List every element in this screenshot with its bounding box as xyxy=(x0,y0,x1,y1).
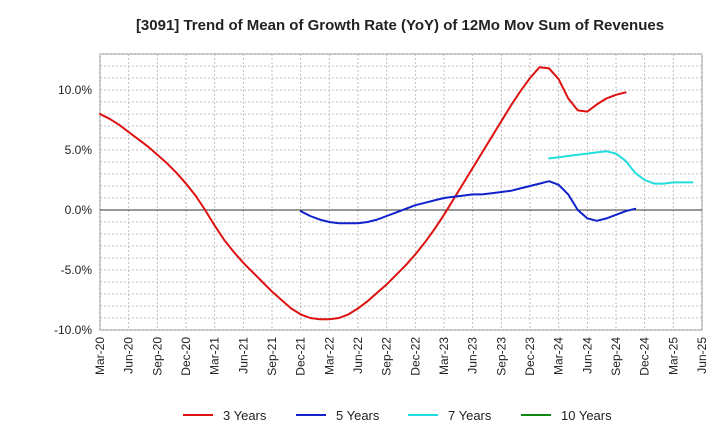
x-tick-label: Jun-25 xyxy=(695,337,709,374)
x-tick-label: Mar-25 xyxy=(666,337,680,375)
legend-label-5-years: 5 Years xyxy=(336,408,380,423)
y-tick-label: -5.0% xyxy=(61,263,93,277)
x-tick-label: Mar-24 xyxy=(552,337,566,375)
x-tick-label: Mar-21 xyxy=(208,337,222,375)
x-tick-label: Jun-24 xyxy=(580,337,594,374)
y-tick-label: 5.0% xyxy=(65,143,93,157)
x-tick-label: Mar-23 xyxy=(437,337,451,375)
series-line-5-years xyxy=(299,180,637,225)
x-tick-label: Dec-23 xyxy=(523,337,537,376)
grid xyxy=(99,53,703,331)
legend: 3 Years 5 Years 7 Years 10 Years xyxy=(183,408,612,423)
x-tick-label: Jun-21 xyxy=(236,337,250,374)
plot-area xyxy=(99,53,703,331)
x-tick-label: Dec-24 xyxy=(638,337,652,376)
x-tick-label: Jun-22 xyxy=(351,337,365,374)
y-axis-ticks: 10.0% 5.0% 0.0% -5.0% -10.0% xyxy=(54,83,92,337)
series-line-7-years xyxy=(548,150,694,185)
x-tick-label: Dec-22 xyxy=(408,337,422,376)
x-tick-label: Sep-23 xyxy=(494,337,508,376)
x-tick-label: Jun-23 xyxy=(466,337,480,374)
x-tick-label: Jun-20 xyxy=(122,337,136,374)
x-axis-ticks: Mar-20 Jun-20 Sep-20 Dec-20 Mar-21 Jun-21 Sep-… xyxy=(93,337,709,376)
y-tick-label: -10.0% xyxy=(54,323,92,337)
x-tick-label: Sep-21 xyxy=(265,337,279,376)
legend-label-3-years: 3 Years xyxy=(223,408,267,423)
x-tick-label: Dec-21 xyxy=(294,337,308,376)
series-line-3-years xyxy=(99,66,627,321)
legend-label-7-years: 7 Years xyxy=(448,408,492,423)
x-tick-label: Mar-20 xyxy=(93,337,107,375)
legend-label-10-years: 10 Years xyxy=(561,408,612,423)
series-layer xyxy=(99,66,694,321)
x-tick-label: Dec-20 xyxy=(179,337,193,376)
y-tick-label: 0.0% xyxy=(65,203,93,217)
x-tick-label: Sep-22 xyxy=(380,337,394,376)
x-tick-label: Sep-24 xyxy=(609,337,623,376)
y-tick-label: 10.0% xyxy=(58,83,92,97)
x-tick-label: Sep-20 xyxy=(150,337,164,376)
x-tick-label: Mar-22 xyxy=(322,337,336,375)
chart-title: [3091] Trend of Mean of Growth Rate (YoY… xyxy=(136,17,664,34)
